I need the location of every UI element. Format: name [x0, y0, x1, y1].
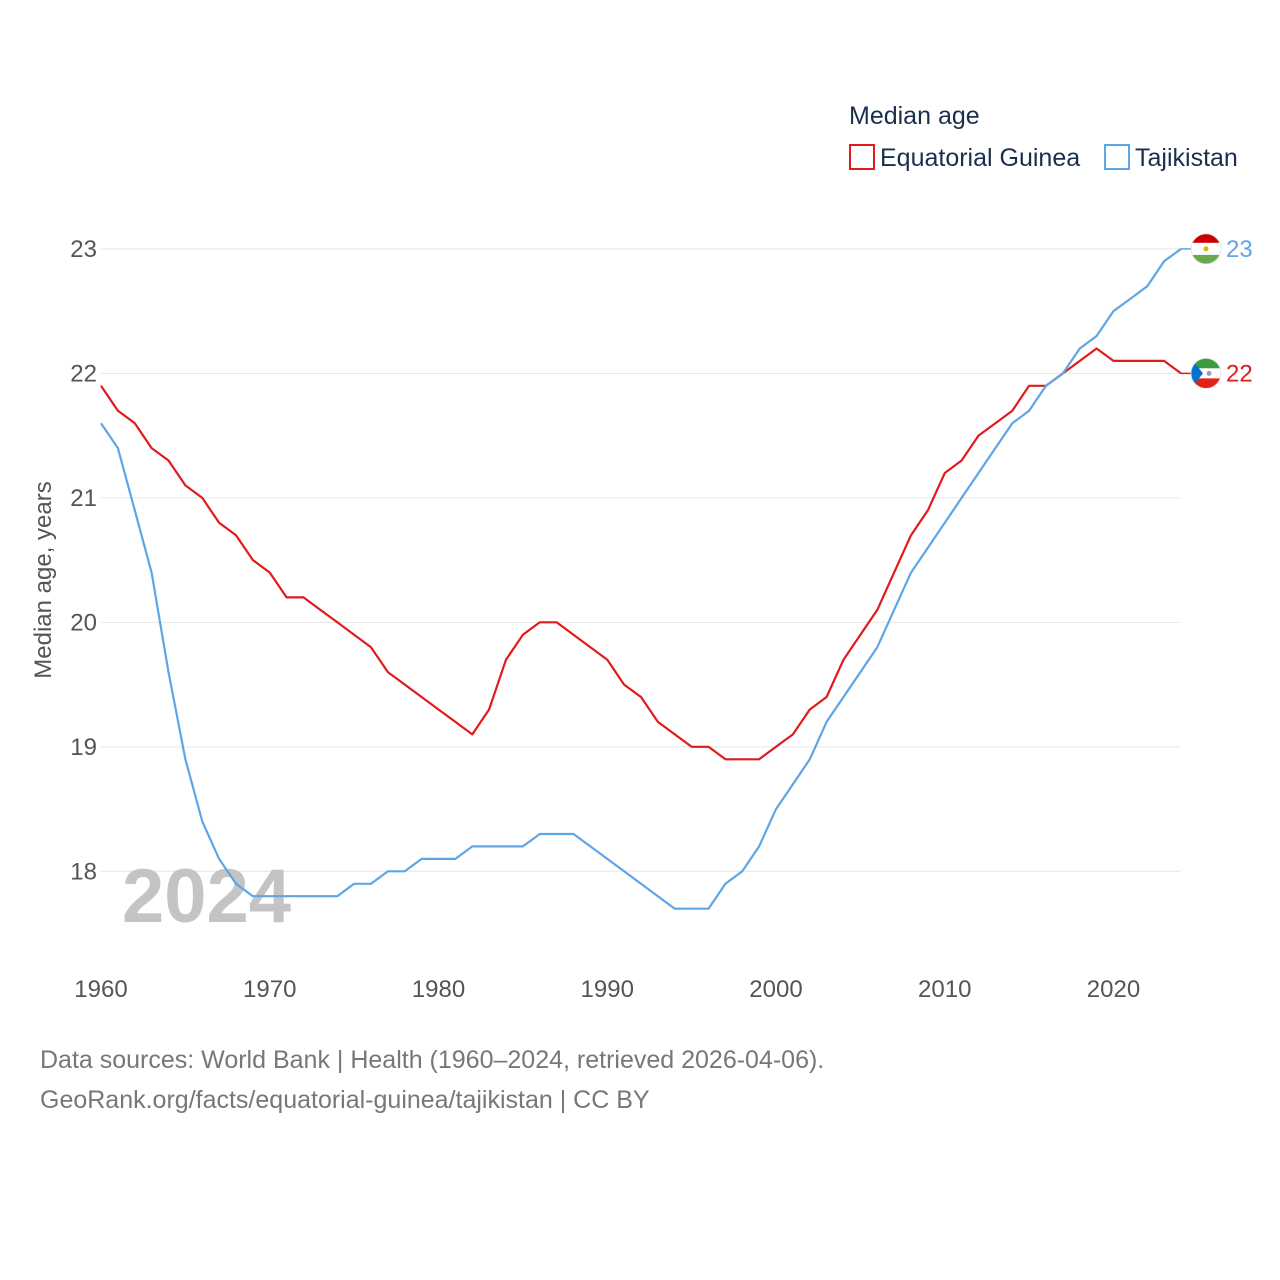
x-tick-label: 1960 — [74, 976, 127, 1003]
y-tick-label: 23 — [70, 236, 97, 263]
y-tick-label: 18 — [70, 858, 97, 885]
attribution-link[interactable]: GeoRank.org/facts/equatorial-guinea/taji… — [40, 1086, 650, 1114]
series-line-tajikistan — [100, 248, 1182, 910]
y-tick-label: 20 — [70, 609, 97, 636]
gridlines — [101, 248, 1181, 872]
x-tick-label: 1990 — [581, 976, 634, 1003]
legend-title: Median age — [849, 102, 980, 130]
series-end-markers: 22 23 — [1181, 233, 1253, 389]
series-line-equatorial-guinea — [100, 347, 1182, 761]
legend-swatch — [1104, 144, 1130, 170]
series-end-value: 23 — [1226, 236, 1253, 263]
legend-item-tajikistan[interactable]: Tajikistan — [1104, 144, 1238, 172]
series-end-value: 22 — [1226, 360, 1253, 387]
series-lines — [100, 248, 1182, 910]
legend-label: Equatorial Guinea — [880, 144, 1080, 172]
data-sources-text: Data sources: World Bank | Health (1960–… — [40, 1046, 825, 1074]
legend[interactable]: Median age Equatorial Guinea Tajikistan — [849, 102, 1238, 172]
x-tick-label: 2010 — [918, 976, 971, 1003]
x-tick-label: 2000 — [749, 976, 802, 1003]
y-tick-label: 19 — [70, 734, 97, 761]
legend-item-equatorial-guinea[interactable]: Equatorial Guinea — [849, 144, 1080, 172]
y-axis-ticks: 18 19 20 21 22 23 — [70, 236, 97, 885]
line-chart: 18 19 20 21 22 23 1960 1970 1980 1990 2000 2010 202… — [30, 102, 1253, 1003]
legend-swatch — [849, 144, 875, 170]
y-axis-label: Median age, years — [30, 481, 57, 678]
y-tick-label: 21 — [70, 485, 97, 512]
equatorial-guinea-flag-icon — [1190, 357, 1222, 389]
x-tick-label: 1980 — [412, 976, 465, 1003]
x-axis-ticks: 1960 1970 1980 1990 2000 2010 2020 — [74, 976, 1140, 1003]
footer: Data sources: World Bank | Health (1960–… — [40, 1040, 824, 1120]
tajikistan-flag-icon — [1190, 233, 1222, 265]
x-tick-label: 1970 — [243, 976, 296, 1003]
x-tick-label: 2020 — [1087, 976, 1140, 1003]
y-tick-label: 22 — [70, 360, 97, 387]
legend-label: Tajikistan — [1135, 144, 1238, 172]
